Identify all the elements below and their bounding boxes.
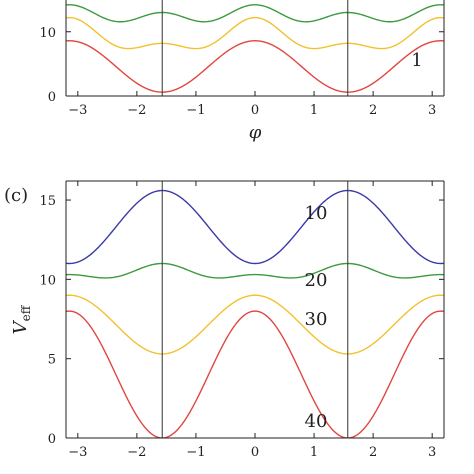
curve-label-1: 1 [411, 50, 422, 71]
y-tick-label-1-3: 15 [39, 194, 56, 209]
series-line-30 [66, 262, 444, 279]
x-tick-label-1-2: −1 [186, 445, 205, 460]
x-tick-label-1-0: −3 [68, 445, 87, 460]
x-tick-label-1-3: 0 [251, 445, 259, 460]
x-tick-label-0-4: 1 [310, 103, 318, 118]
y-tick-label-0-0: 0 [48, 90, 56, 105]
curve-label-40: 40 [305, 411, 328, 432]
y-tick-label-1-1: 5 [48, 353, 56, 368]
series-line-p0-1 [66, 16, 444, 50]
x-tick-label-0-6: 3 [428, 103, 436, 118]
x-tick-label-1-1: −2 [127, 445, 146, 460]
y-tick-label-1-0: 0 [48, 432, 56, 447]
series-line-1 [66, 40, 444, 93]
series-line-10 [66, 310, 444, 438]
x-axis-label-0: φ [249, 122, 262, 143]
x-tick-label-0-0: −3 [68, 103, 87, 118]
x-tick-label-0-5: 2 [369, 103, 377, 118]
x-tick-label-0-3: 0 [251, 103, 259, 118]
curve-label-30: 30 [305, 309, 328, 330]
x-tick-label-1-5: 2 [369, 445, 377, 460]
y-axis-label-1: Veff [10, 304, 33, 334]
x-tick-label-0-2: −1 [186, 103, 205, 118]
x-tick-label-0-1: −2 [127, 103, 146, 118]
y-tick-label-1-2: 10 [39, 273, 56, 288]
x-tick-label-1-6: 3 [428, 445, 436, 460]
series-line-20 [66, 294, 444, 355]
curve-label-20: 20 [305, 270, 328, 291]
curve-label-10: 10 [305, 203, 328, 224]
panel-label-1: (c) [4, 185, 28, 206]
series-line-40 [66, 189, 444, 265]
x-tick-label-1-4: 1 [310, 445, 318, 460]
y-tick-label-0-1: 10 [39, 26, 56, 41]
series-line-p0-2 [66, 4, 444, 23]
